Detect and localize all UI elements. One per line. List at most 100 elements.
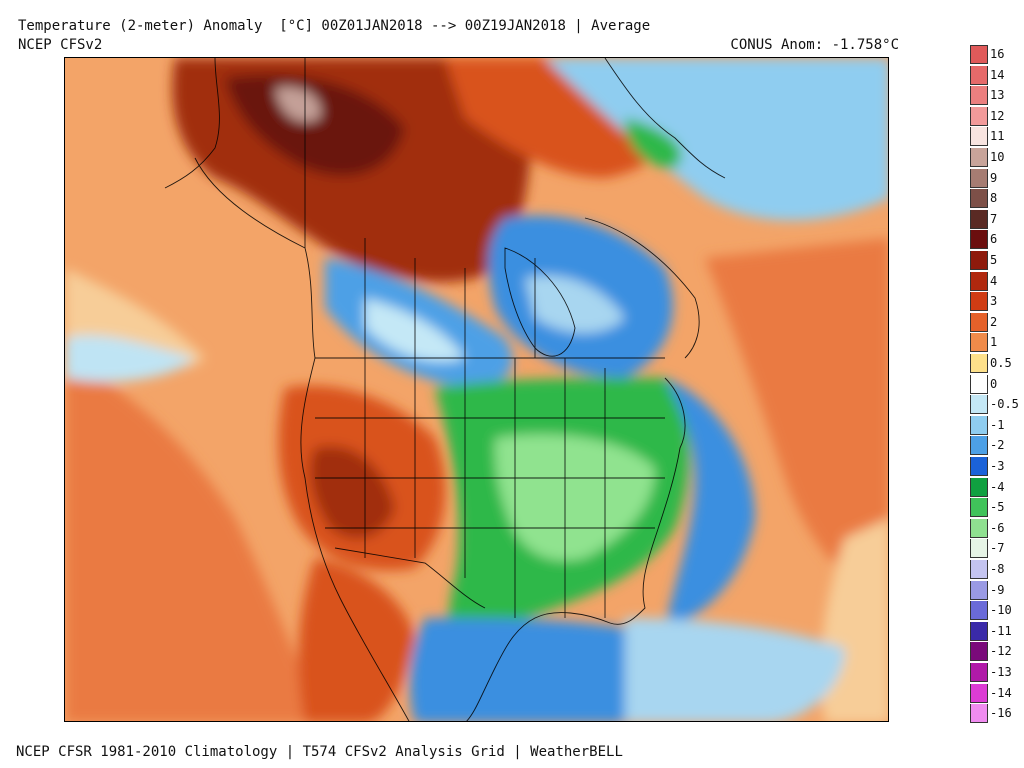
legend-swatch [970, 436, 988, 456]
legend-entry: 10 [970, 147, 1024, 167]
legend-swatch [970, 498, 988, 518]
legend-swatch [970, 374, 988, 394]
field-atlantic-warm [705, 238, 888, 598]
legend-swatch [970, 621, 988, 641]
legend-entry: -12 [970, 641, 1024, 662]
legend-label: 0.5 [990, 356, 1012, 370]
legend-entry: 5 [970, 250, 1024, 270]
legend-label: 1 [990, 335, 998, 350]
legend-entry: -14 [970, 683, 1024, 703]
coastline-alaska [164, 58, 220, 189]
legend-entry: 12 [970, 106, 1024, 126]
field-southwest-strong [310, 446, 395, 539]
legend-entry: 16 [970, 44, 1024, 64]
border-us-mexico [334, 547, 486, 609]
field-caribbean-pale [625, 618, 845, 721]
field-east-cold-light [495, 434, 655, 561]
field-greenland-cool [545, 58, 888, 221]
legend-entry: -13 [970, 662, 1024, 682]
legend-entry: -8 [970, 559, 1024, 579]
legend-swatch [970, 148, 988, 167]
legend-swatch [970, 539, 988, 559]
legend-label: 5 [990, 253, 998, 267]
map-title: Temperature (2-meter) Anomaly [°C] 00Z01… [18, 18, 651, 34]
conus-anomaly-value: CONUS Anom: -1.758°C [730, 37, 899, 53]
legend-entry: -10 [970, 600, 1024, 621]
legend-entry: 14 [970, 65, 1024, 85]
legend-swatch [970, 189, 988, 209]
legend-label: 13 [990, 88, 1005, 103]
legend-entry: -2 [970, 435, 1024, 456]
legend-entry: -0.5 [970, 394, 1024, 415]
legend-swatch [970, 333, 988, 353]
field-alaska-peak [275, 87, 321, 122]
legend-label: -2 [990, 438, 1005, 453]
anomaly-map-canvas [65, 58, 888, 721]
footer-credit: NCEP CFSR 1981-2010 Climatology | T574 C… [16, 744, 623, 760]
field-atlantic-cool [665, 378, 755, 628]
legend-entry: 0 [970, 374, 1024, 394]
legend-swatch [970, 312, 988, 332]
legend-swatch [970, 292, 988, 312]
color-legend: 16 14 13 12 11 10 9 8 7 6 5 4 3 2 1 0.5 0 -0.5 -1 -2 -3 -4 -5 -… [970, 44, 1024, 724]
field-hudson-pale [525, 275, 625, 333]
field-pacific-warm [65, 358, 325, 721]
legend-label: -3 [990, 459, 1005, 473]
coastline-gulf [466, 612, 611, 721]
legend-swatch [970, 86, 988, 106]
legend-label: -16 [990, 706, 1012, 721]
legend-entry: -4 [970, 477, 1024, 497]
legend-entry: 2 [970, 312, 1024, 332]
legend-label: 3 [990, 294, 998, 309]
coastline-pacific [194, 157, 410, 721]
legend-label: -6 [990, 520, 1005, 535]
legend-entry: 3 [970, 291, 1024, 312]
legend-label: 16 [990, 47, 1005, 61]
legend-swatch [970, 168, 988, 188]
legend-label: -4 [990, 479, 1005, 494]
anomaly-map [64, 57, 889, 722]
field-gulf-cool [409, 618, 659, 721]
legend-swatch [970, 663, 988, 682]
legend-entry: 1 [970, 332, 1024, 353]
legend-label: 0 [990, 376, 998, 391]
legend-label: -14 [990, 685, 1012, 700]
legend-label: -8 [990, 562, 1005, 576]
model-name: NCEP CFSv2 [18, 37, 103, 53]
legend-swatch [970, 518, 988, 538]
legend-label: -5 [990, 500, 1005, 515]
legend-label: -13 [990, 665, 1012, 679]
legend-label: -10 [990, 603, 1012, 618]
legend-swatch [970, 127, 988, 147]
legend-swatch [970, 230, 988, 250]
legend-label: -11 [990, 623, 1012, 638]
legend-entry: -7 [970, 538, 1024, 559]
legend-entry: 0.5 [970, 353, 1024, 373]
legend-swatch [970, 45, 988, 64]
legend-swatch [970, 560, 988, 579]
legend-entry: 4 [970, 271, 1024, 291]
legend-label: 2 [990, 314, 998, 329]
legend-swatch [970, 477, 988, 497]
legend-entry: 11 [970, 126, 1024, 147]
legend-swatch [970, 415, 988, 435]
legend-label: 9 [990, 170, 998, 185]
border-states [315, 358, 665, 618]
legend-swatch [970, 395, 988, 415]
legend-entry: 7 [970, 209, 1024, 229]
border-provinces [364, 238, 536, 358]
legend-entry: -5 [970, 497, 1024, 518]
legend-entry: -3 [970, 456, 1024, 476]
legend-swatch [970, 209, 988, 229]
legend-swatch [970, 580, 988, 600]
legend-label: -1 [990, 417, 1005, 432]
coastline-greenland [604, 58, 726, 179]
field-alaska-extreme [225, 74, 405, 176]
legend-swatch [970, 642, 988, 662]
legend-entry: -11 [970, 621, 1024, 641]
legend-label: 7 [990, 211, 998, 226]
legend-entry: -9 [970, 580, 1024, 600]
legend-label: -9 [990, 582, 1005, 597]
legend-swatch [970, 683, 988, 703]
legend-swatch [970, 704, 988, 724]
